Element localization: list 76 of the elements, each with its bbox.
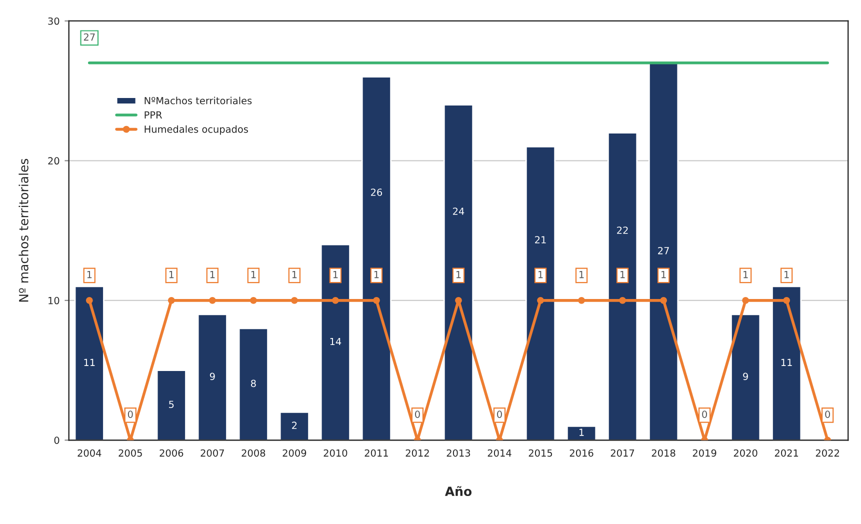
y-tick-label: 10	[48, 296, 60, 304]
x-tick-label: 2010	[324, 449, 348, 457]
data-label: 1	[87, 271, 92, 278]
x-tick-label: 2004	[78, 449, 102, 457]
data-label: 1	[374, 271, 379, 278]
y-tick-label: 30	[48, 17, 60, 25]
data-label: 21	[535, 236, 546, 244]
legend-label: NºMachos territoriales	[144, 96, 252, 104]
data-label: 14	[330, 338, 342, 346]
x-tick-label: 2011	[364, 449, 388, 457]
bar	[238, 328, 268, 440]
data-label: 8	[250, 380, 256, 388]
data-label: 1	[251, 271, 256, 278]
data-label: 0	[415, 410, 420, 418]
bar	[772, 286, 802, 440]
data-label: 22	[617, 226, 628, 234]
data-label: 1	[744, 271, 748, 278]
bar	[74, 286, 104, 440]
data-label: 1	[292, 271, 297, 278]
bar	[197, 314, 228, 440]
data-label: 9	[743, 372, 748, 380]
data-label: 11	[84, 358, 95, 366]
x-tick-label: 2017	[610, 449, 634, 457]
bar	[730, 314, 761, 440]
data-label: 1	[456, 271, 461, 278]
data-label: 0	[702, 410, 707, 418]
x-tick-label: 2015	[528, 449, 552, 457]
x-tick-label: 2020	[734, 449, 758, 457]
x-tick-label: 2019	[692, 449, 716, 457]
y-tick-label: 0	[54, 436, 60, 444]
data-label: 5	[169, 400, 174, 408]
data-label: 9	[210, 372, 215, 380]
x-tick-label: 2013	[446, 449, 470, 457]
data-label: 11	[781, 358, 792, 366]
legend-label: Humedales ocupados	[144, 125, 248, 135]
bar	[443, 104, 474, 440]
x-tick-label: 2022	[816, 449, 839, 457]
data-label: 27	[658, 246, 669, 254]
data-label: 1	[662, 271, 666, 278]
x-tick-label: 2012	[406, 449, 429, 457]
x-tick-label: 2014	[488, 449, 512, 457]
bar	[320, 244, 350, 440]
data-label: 0	[825, 410, 830, 418]
data-label: 1	[538, 271, 543, 278]
data-label: 1	[620, 271, 625, 278]
data-label: 0	[128, 410, 133, 418]
x-axis-title: Año	[444, 486, 472, 496]
data-label: 2	[292, 422, 297, 429]
bar	[648, 62, 679, 440]
data-label: 1	[210, 271, 215, 278]
data-label: 27	[84, 33, 95, 41]
x-tick-label: 2009	[282, 449, 306, 457]
y-tick-label: 20	[48, 157, 60, 165]
x-tick-label: 2016	[570, 449, 594, 457]
x-tick-label: 2008	[242, 449, 266, 457]
x-tick-label: 2018	[652, 449, 676, 457]
x-tick-label: 2021	[774, 449, 798, 457]
bar	[156, 370, 186, 440]
x-tick-label: 2005	[118, 449, 142, 457]
data-label: 24	[453, 208, 464, 215]
bar	[279, 412, 310, 440]
x-tick-label: 2006	[160, 449, 184, 457]
data-label: 1	[784, 271, 789, 278]
bar	[607, 132, 638, 440]
data-label: 0	[497, 410, 502, 418]
legend-label: PPR	[144, 111, 162, 118]
bar	[566, 425, 597, 440]
data-label: 1	[333, 271, 338, 278]
data-label: 1	[169, 271, 174, 278]
bar	[525, 146, 556, 440]
data-label: 1	[579, 271, 584, 278]
data-label: 26	[370, 188, 382, 196]
bar	[361, 76, 392, 440]
x-tick-label: 2007	[200, 449, 224, 457]
y-axis-title: Nº machos territoriales	[18, 158, 28, 302]
data-label: 1	[579, 428, 584, 436]
